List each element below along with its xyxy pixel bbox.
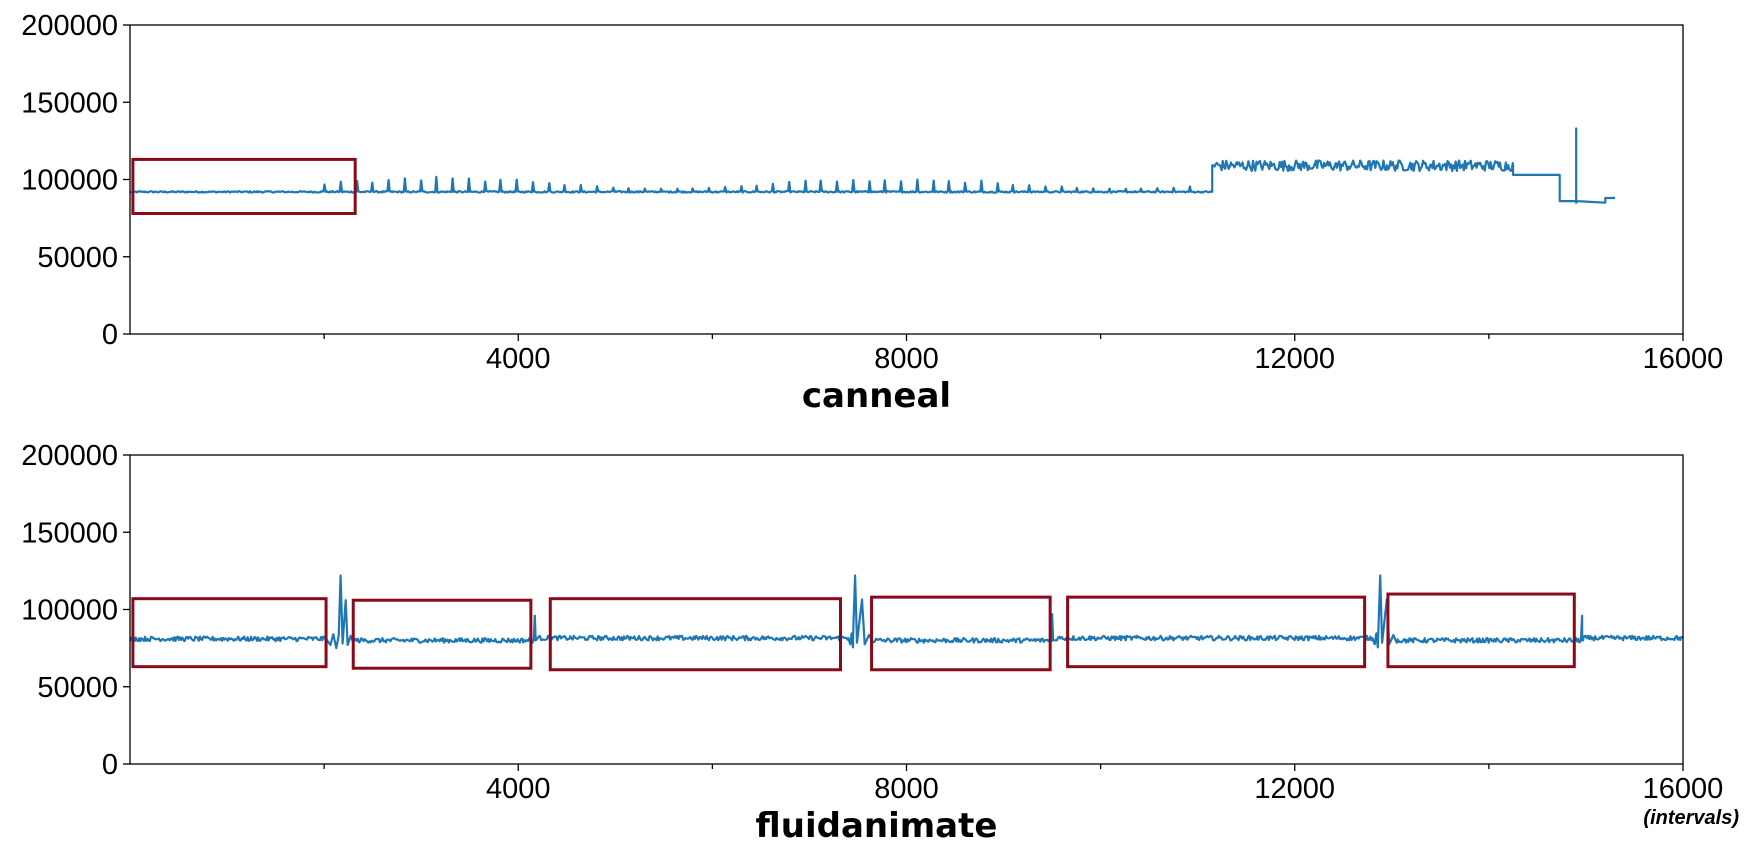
y-tick-label: 0 <box>102 749 118 781</box>
y-tick-label: 150000 <box>21 517 118 549</box>
phase-box-3 <box>548 597 842 672</box>
y-tick-label: 200000 <box>21 10 118 42</box>
x-tick-label: 8000 <box>874 773 939 805</box>
plot-frame <box>129 24 1684 335</box>
canneal-series-line <box>129 127 1616 204</box>
phase-box-5 <box>1066 595 1367 669</box>
phase-box-1 <box>131 157 357 215</box>
fluidanimate-chart: 0 50000 100000 150000 200000 4000 8000 12000 160… <box>21 440 1739 846</box>
phase-box-6 <box>1386 592 1576 669</box>
x-tick-label: 12000 <box>1254 343 1335 375</box>
x-axis-unit-label: (intervals) <box>1643 807 1739 829</box>
y-tick-label: 50000 <box>37 242 118 274</box>
y-tick-label: 150000 <box>21 87 118 119</box>
x-tick-label: 4000 <box>486 343 551 375</box>
x-tick-label: 16000 <box>1643 343 1724 375</box>
y-tick-label: 100000 <box>21 595 118 627</box>
chart-title: fluidanimate <box>756 806 998 846</box>
chart-title: canneal <box>802 376 951 416</box>
phase-box-4 <box>870 595 1052 672</box>
y-tick-label: 0 <box>102 319 118 351</box>
x-tick-label: 8000 <box>874 343 939 375</box>
x-tick-label: 4000 <box>486 773 551 805</box>
phase-box-1 <box>131 597 328 669</box>
y-tick-label: 200000 <box>21 440 118 472</box>
plot-frame <box>129 454 1684 765</box>
y-tick-label: 100000 <box>21 165 118 197</box>
x-tick-label: 16000 <box>1643 773 1724 805</box>
fluidanimate-series-line <box>128 574 1684 650</box>
x-tick-label: 12000 <box>1254 773 1335 805</box>
canneal-chart: 0 50000 100000 150000 200000 4000 8000 12000 160… <box>21 10 1723 416</box>
phase-box-2 <box>351 598 533 670</box>
y-tick-label: 50000 <box>37 672 118 704</box>
